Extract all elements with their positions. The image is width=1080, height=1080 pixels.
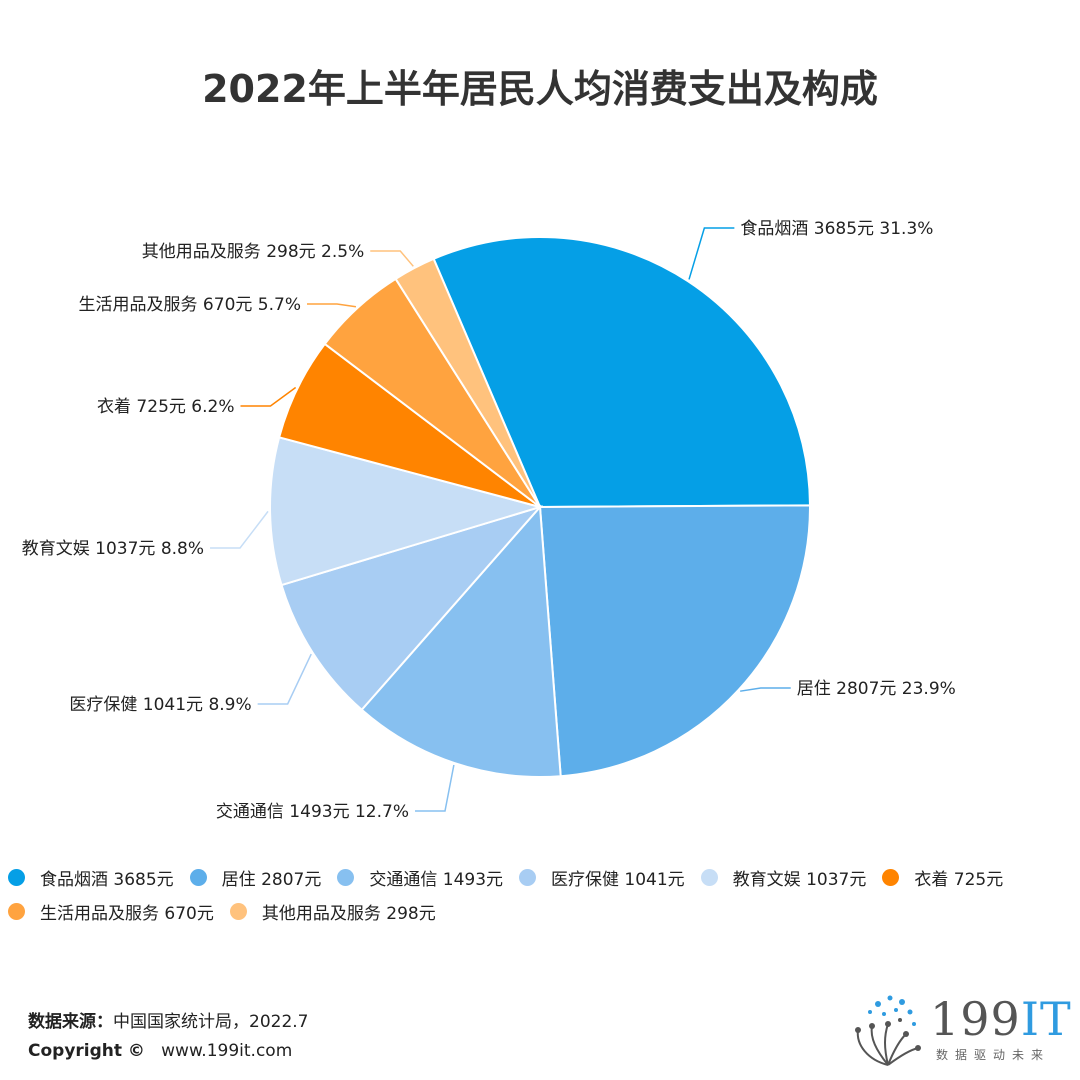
slice-label: 医疗保健 1041元 8.9% (69, 695, 251, 715)
leader-line (257, 653, 312, 705)
legend-swatch (8, 868, 25, 886)
slice-label: 其他用品及服务 298元 2.5% (142, 242, 364, 262)
chart-legend: 食品烟酒 3685元 居住 2807元 交通通信 1493元 医疗保健 1041元 教育… (8, 866, 1080, 924)
slice-label: 衣着 725元 6.2% (97, 397, 234, 417)
logo-tagline: 数据驱动未来 (936, 1048, 1051, 1062)
legend-swatch (882, 868, 900, 886)
leader-line (306, 303, 357, 308)
legend-swatch (337, 868, 355, 886)
legend-swatch (700, 868, 718, 886)
source-value: 中国国家统计局，2022.7 (113, 1012, 309, 1032)
legend-label: 医疗保健 1041元 (551, 869, 685, 890)
legend-item: 交通通信 1493元 (337, 866, 504, 890)
pie-slice (394, 257, 541, 508)
legend-item: 食品烟酒 3685元 (8, 866, 174, 890)
pie-chart: 食品烟酒 3685元 31.3% 居住 2807元 23.9% 交通通信 1493元… (22, 219, 956, 822)
slice-label: 交通通信 1493元 12.7% (216, 802, 409, 822)
slice-label: 教育文娱 1037元 8.8% (22, 539, 204, 559)
leader-line (414, 764, 455, 812)
legend-label: 交通通信 1493元 (369, 869, 504, 890)
legend-swatch (519, 868, 537, 886)
pie-slice (432, 236, 812, 509)
dandelion-dots-icon (855, 995, 921, 1066)
pie-slice (360, 504, 562, 778)
copyright-url: www.199it.com (161, 1041, 293, 1061)
legend-label: 食品烟酒 3685元 (40, 869, 174, 890)
legend-swatch (8, 902, 25, 920)
leader-line (740, 687, 791, 692)
copyright-label: Copyright © (28, 1041, 145, 1061)
pie-slice (280, 505, 544, 712)
legend-swatch (189, 868, 207, 886)
legend-item: 其他用品及服务 298元 (229, 900, 436, 924)
pie-slice (538, 504, 811, 778)
leader-line (210, 510, 269, 549)
legend-label: 其他用品及服务 298元 (261, 903, 436, 924)
chart-title: 2022年上半年居民人均消费支出及构成 (202, 67, 878, 111)
source-line: 数据来源：中国国家统计局，2022.7 (28, 1007, 308, 1032)
legend-label: 居住 2807元 (221, 869, 322, 890)
legend-item: 教育文娱 1037元 (700, 866, 867, 890)
legend-item: 医疗保健 1041元 (519, 866, 685, 890)
leader-line (688, 227, 735, 280)
brand-logo: 199IT 数据驱动未来 (848, 990, 1078, 1070)
legend-label: 教育文娱 1037元 (732, 869, 867, 890)
slice-label: 食品烟酒 3685元 31.3% (740, 219, 933, 239)
slice-label: 居住 2807元 23.9% (797, 679, 956, 699)
logo-wordmark: 199IT (930, 992, 1072, 1046)
legend-item: 居住 2807元 (189, 866, 322, 890)
leader-line (240, 386, 297, 407)
slice-label: 生活用品及服务 670元 5.7% (79, 295, 301, 315)
source-label: 数据来源： (28, 1012, 113, 1032)
legend-item: 生活用品及服务 670元 (8, 900, 214, 924)
legend-label: 衣着 725元 (914, 869, 1004, 890)
leader-line (370, 250, 414, 267)
legend-label: 生活用品及服务 670元 (40, 903, 214, 924)
copyright-line: Copyright © www.199it.com (28, 1041, 292, 1061)
pie-slice (269, 436, 544, 587)
legend-item: 衣着 725元 (882, 866, 1004, 890)
legend-swatch (229, 902, 247, 920)
